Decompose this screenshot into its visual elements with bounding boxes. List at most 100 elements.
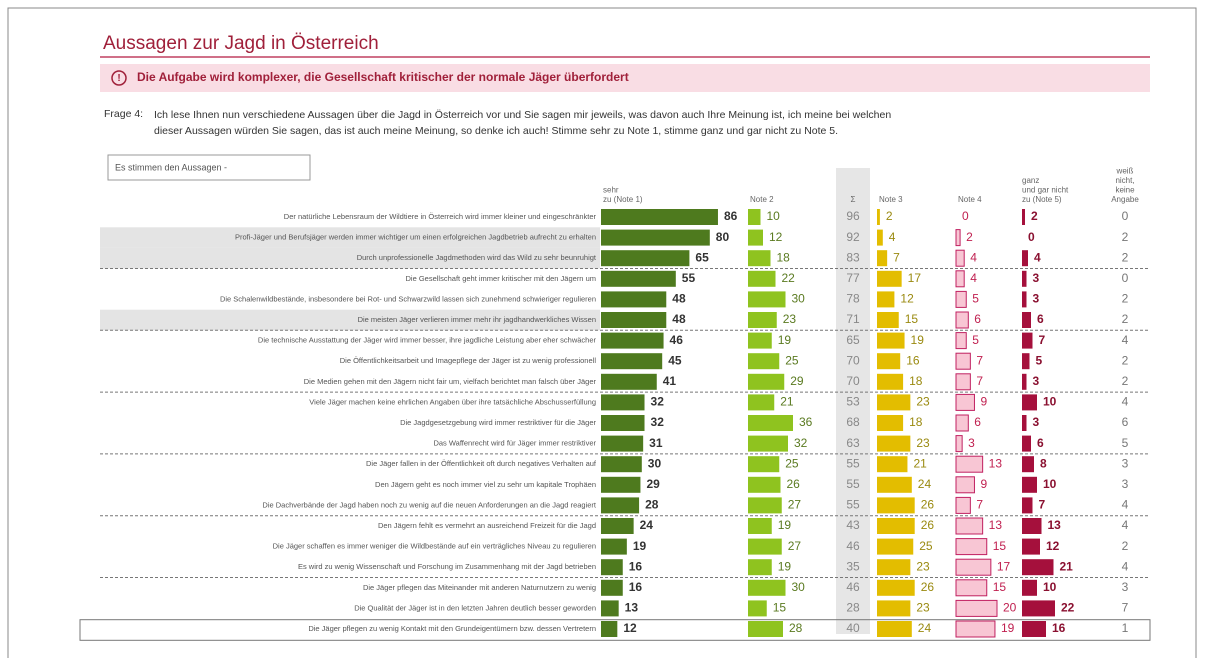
row-highlight: [100, 227, 600, 248]
bar: [877, 373, 904, 390]
value: 15: [773, 601, 787, 615]
value: 12: [769, 230, 783, 244]
bar: [748, 621, 783, 637]
statement: Die Jäger fallen in der Öffentlichkeit o…: [366, 459, 597, 468]
value: 45: [668, 353, 682, 367]
bar: [601, 497, 640, 514]
bar: [748, 332, 772, 349]
bar: [1022, 415, 1027, 431]
bar: [1022, 476, 1037, 493]
value: 24: [918, 477, 932, 491]
bar: [601, 579, 623, 596]
value: 19: [911, 333, 925, 347]
value: 4: [1034, 250, 1041, 264]
value: 5: [972, 333, 979, 347]
value: 23: [916, 601, 930, 615]
value: 20: [1003, 601, 1017, 615]
value: 3: [968, 436, 975, 450]
bar: [955, 393, 975, 411]
value: 6: [1037, 436, 1044, 450]
value: 0: [962, 209, 969, 223]
value: 2: [966, 230, 973, 244]
value: 7: [1039, 333, 1046, 347]
info-icon-mark: !: [117, 73, 120, 84]
bar: [955, 414, 969, 432]
value: 55: [846, 477, 860, 491]
value: 55: [682, 271, 696, 285]
value: 18: [909, 415, 923, 429]
value: 26: [921, 580, 935, 594]
value: 16: [906, 353, 920, 367]
statement: Profi-Jäger und Berufsjäger werden immer…: [235, 233, 596, 242]
value: 6: [974, 415, 981, 429]
bar: [877, 621, 912, 637]
value: 12: [623, 621, 637, 635]
bar: [877, 579, 915, 596]
statement: Die technische Ausstattung der Jäger wir…: [258, 336, 597, 345]
bar: [748, 476, 781, 493]
value: 46: [846, 580, 860, 594]
statement: Die Jagdgesetzgebung wird immer restrikt…: [400, 418, 596, 427]
value: 16: [629, 580, 643, 594]
bar: [877, 456, 908, 473]
bar: [1022, 435, 1031, 452]
value: 7: [1039, 498, 1046, 512]
value: 26: [921, 518, 935, 532]
value: 0: [1122, 209, 1129, 223]
bar: [877, 435, 911, 452]
value: 3: [1122, 580, 1129, 594]
value: 6: [974, 312, 981, 326]
bar: [601, 559, 623, 576]
bar: [955, 599, 998, 617]
bar: [955, 496, 971, 514]
value: 28: [846, 601, 860, 615]
bar: [1022, 579, 1037, 596]
statement: Die Gesellschaft geht immer kritischer m…: [406, 274, 597, 283]
bar: [748, 559, 772, 576]
bar: [1022, 209, 1025, 225]
value: 27: [788, 539, 802, 553]
value: 48: [672, 312, 686, 326]
statement: Den Jägern fehlt es vermehrt an ausreich…: [378, 521, 596, 530]
value: 25: [919, 539, 933, 553]
value: 10: [1043, 580, 1057, 594]
value: 3: [1122, 477, 1129, 491]
value: 15: [905, 312, 919, 326]
column-header: sehr: [603, 186, 619, 195]
bar: [601, 373, 657, 390]
bar: [877, 250, 888, 267]
row-box: [79, 619, 1151, 641]
value: 23: [783, 312, 797, 326]
value: 7: [976, 498, 983, 512]
value: 5: [1036, 353, 1043, 367]
sum-column: [836, 168, 870, 634]
bar: [601, 518, 634, 534]
bar: [955, 373, 971, 391]
value: 55: [846, 456, 860, 470]
bar: [955, 620, 996, 638]
bar: [601, 353, 663, 370]
value: 18: [777, 250, 791, 264]
column-header: zu (Note 5): [1022, 195, 1062, 204]
question-text: Ich lese Ihnen nun verschiedene Aussagen…: [154, 109, 891, 121]
value: 29: [646, 477, 660, 491]
value: 28: [789, 621, 803, 635]
value: 12: [1046, 539, 1060, 553]
bar: [748, 229, 763, 246]
bar: [877, 394, 911, 411]
bar: [1022, 456, 1034, 473]
bar: [955, 270, 965, 288]
bar: [601, 209, 718, 225]
bar: [601, 332, 664, 349]
bar: [601, 394, 645, 411]
value: 22: [782, 271, 796, 285]
value: 13: [1048, 518, 1062, 532]
value: 7: [976, 374, 983, 388]
value: 86: [724, 209, 738, 223]
value: 25: [785, 456, 799, 470]
bar: [1022, 353, 1030, 370]
value: 32: [794, 436, 808, 450]
bar: [877, 353, 901, 370]
bar: [877, 518, 915, 534]
bar: [877, 332, 905, 349]
